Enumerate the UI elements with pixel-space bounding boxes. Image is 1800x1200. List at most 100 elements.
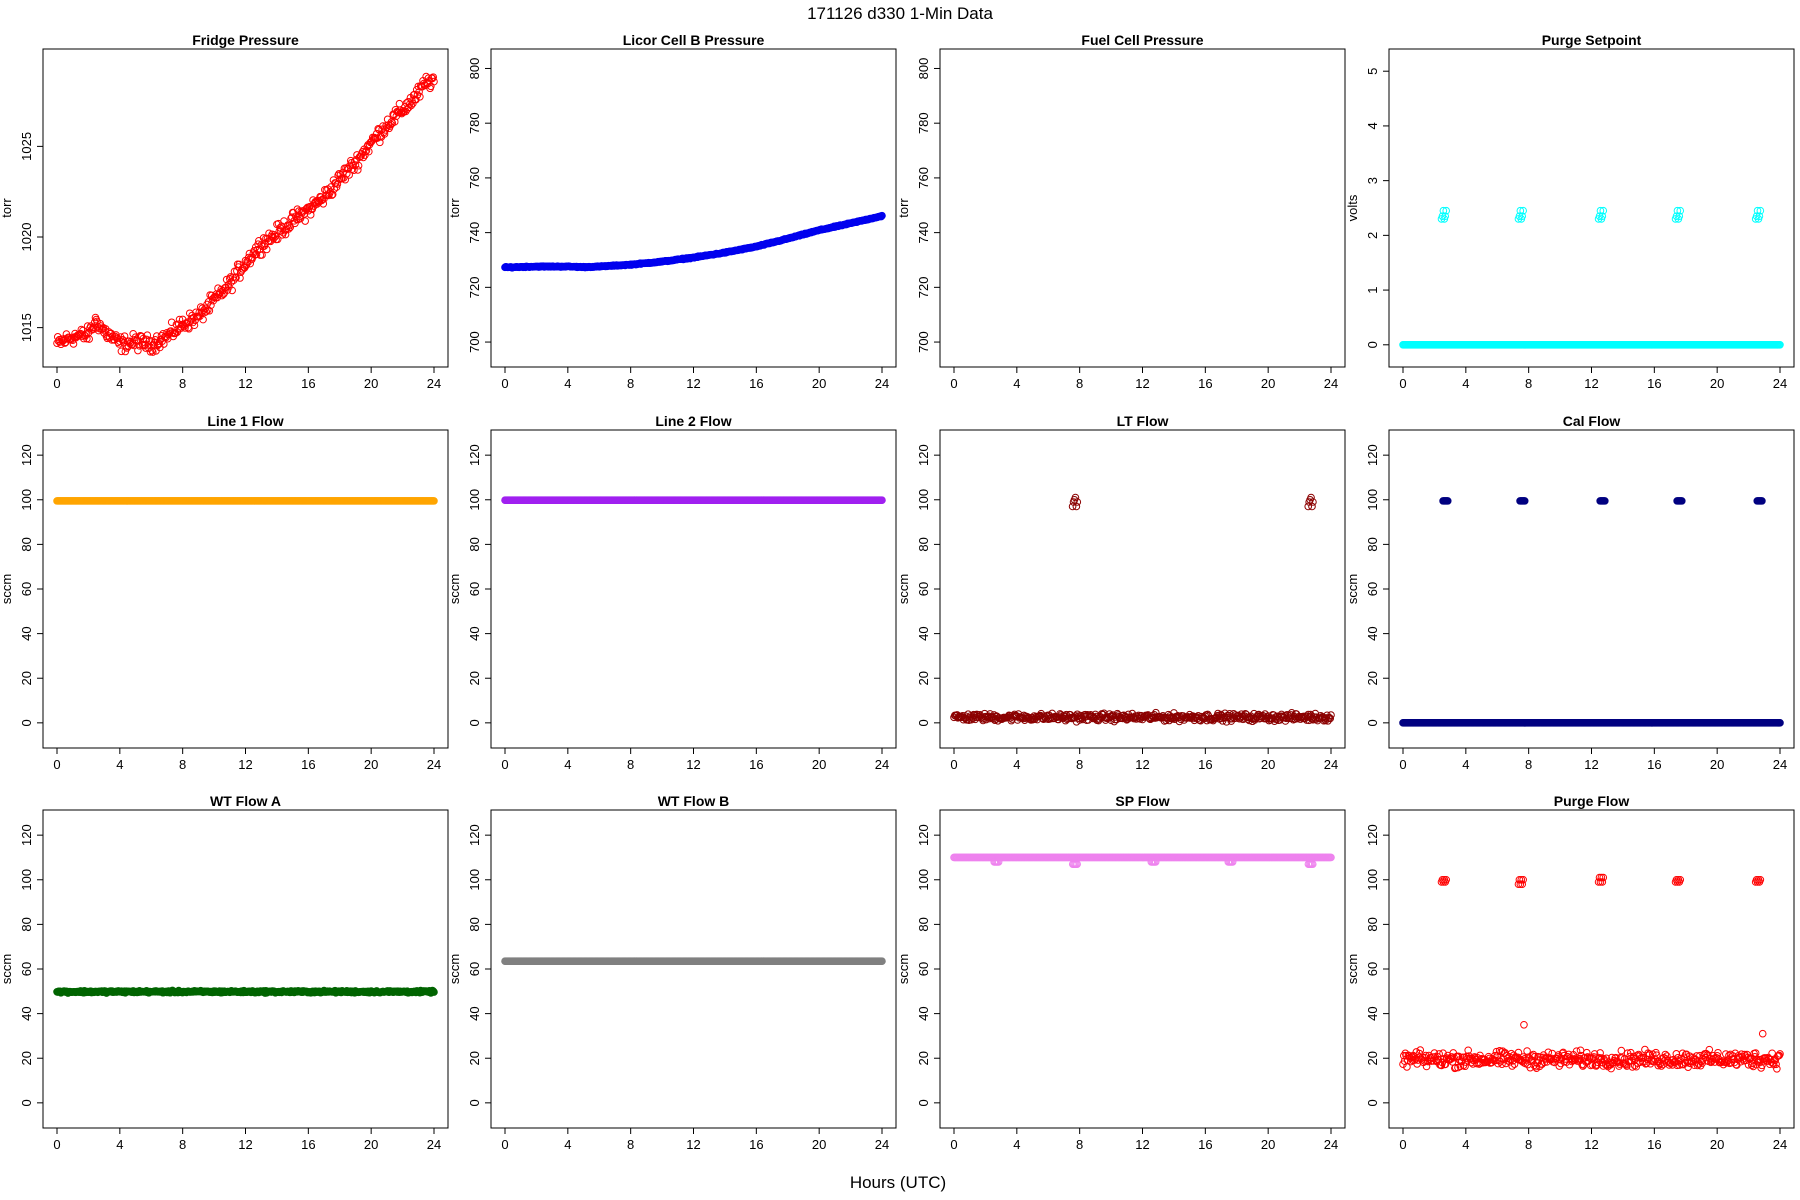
- y-tick-label: 80: [19, 917, 34, 931]
- y-tick-label: 1020: [19, 223, 34, 252]
- x-tick-label: 8: [627, 376, 634, 391]
- y-tick-label: 100: [916, 869, 931, 891]
- y-axis-label: sccm: [0, 954, 14, 984]
- x-tick-label: 12: [686, 1137, 700, 1152]
- data-point: [190, 321, 199, 330]
- data-point: [167, 318, 176, 327]
- data-point: [416, 92, 424, 101]
- y-tick-label: 120: [467, 824, 482, 846]
- x-tick-label: 4: [116, 757, 123, 772]
- data-point: [1443, 497, 1452, 505]
- y-tick-label: 120: [19, 444, 34, 466]
- y-tick-label: 40: [467, 1006, 482, 1020]
- y-tick-label: 700: [916, 331, 931, 353]
- panel-title: Line 2 Flow: [655, 413, 731, 429]
- panel-title: Licor Cell B Pressure: [623, 32, 765, 48]
- data-point: [319, 200, 328, 208]
- series-points: [53, 986, 438, 997]
- y-tick-label: 100: [19, 869, 34, 891]
- data-point: [1520, 497, 1529, 505]
- data-point: [1756, 206, 1765, 215]
- y-tick-label: 760: [467, 167, 482, 189]
- y-tick-label: 120: [916, 824, 931, 846]
- x-tick-label: 8: [627, 757, 634, 772]
- data-point: [1753, 206, 1762, 215]
- series-points: [501, 211, 886, 272]
- data-point: [361, 147, 370, 156]
- x-tick-label: 12: [238, 1137, 252, 1152]
- x-tick-label: 4: [116, 376, 123, 391]
- panel-title: SP Flow: [1115, 793, 1169, 809]
- x-tick-label: 0: [53, 1137, 60, 1152]
- data-point: [281, 230, 290, 239]
- data-point: [199, 315, 207, 324]
- x-tick-label: 8: [179, 1137, 186, 1152]
- data-point: [223, 286, 232, 294]
- data-point: [387, 118, 396, 126]
- x-tick-label: 20: [364, 376, 378, 391]
- y-tick-label: 80: [916, 917, 931, 931]
- panel-title: Fuel Cell Pressure: [1081, 32, 1203, 48]
- data-point: [350, 157, 359, 166]
- data-point: [258, 251, 266, 259]
- data-point: [228, 286, 236, 295]
- data-point: [61, 339, 69, 347]
- y-tick-label: 60: [19, 582, 34, 596]
- data-point: [218, 291, 226, 300]
- x-tick-label: 20: [812, 757, 826, 772]
- data-point: [1599, 206, 1608, 215]
- x-tick-label: 0: [501, 376, 508, 391]
- data-point: [878, 496, 886, 505]
- figure-title: 171126 d330 1-Min Data: [807, 4, 993, 23]
- x-tick-label: 20: [1710, 376, 1724, 391]
- data-point: [351, 161, 360, 169]
- data-point: [1776, 719, 1784, 727]
- x-tick-label: 0: [950, 376, 957, 391]
- y-tick-label: 80: [1365, 537, 1380, 551]
- y-axis-label: sccm: [447, 574, 462, 604]
- y-tick-label: 20: [19, 671, 34, 685]
- data-point: [288, 213, 296, 221]
- y-tick-label: 100: [19, 489, 34, 511]
- x-tick-label: 4: [1013, 376, 1020, 391]
- data-point: [405, 103, 413, 112]
- y-tick-label: 0: [19, 719, 34, 726]
- y-tick-label: 60: [467, 962, 482, 976]
- y-tick-label: 0: [19, 1099, 34, 1106]
- y-tick-label: 60: [916, 962, 931, 976]
- data-point: [1308, 502, 1316, 511]
- y-tick-label: 60: [467, 582, 482, 596]
- y-tick-label: 0: [467, 1099, 482, 1106]
- data-point: [280, 226, 289, 235]
- x-tick-label: 24: [875, 757, 889, 772]
- y-tick-label: 100: [916, 489, 931, 511]
- y-tick-label: 120: [1365, 444, 1380, 466]
- y-tick-label: 700: [467, 331, 482, 353]
- y-tick-label: 40: [916, 626, 931, 640]
- x-tick-label: 16: [749, 376, 763, 391]
- x-tick-label: 12: [686, 757, 700, 772]
- series-points: [950, 493, 1335, 726]
- data-point: [429, 73, 438, 81]
- x-tick-label: 24: [427, 757, 441, 772]
- data-point: [286, 223, 295, 232]
- y-axis-label: torr: [896, 198, 911, 218]
- data-point: [236, 274, 244, 282]
- x-tick-label: 8: [1076, 757, 1083, 772]
- panel-title: Cal Flow: [1563, 413, 1621, 429]
- x-tick-label: 4: [1462, 376, 1469, 391]
- y-tick-label: 1015: [19, 313, 34, 342]
- data-point: [1516, 206, 1525, 215]
- x-tick-label: 16: [301, 376, 315, 391]
- data-point: [142, 335, 151, 344]
- data-point: [1307, 493, 1315, 502]
- x-tick-label: 16: [301, 1137, 315, 1152]
- x-tick-label: 8: [627, 1137, 634, 1152]
- y-tick-label: 20: [916, 671, 931, 685]
- data-point: [1676, 206, 1685, 215]
- x-tick-label: 20: [812, 376, 826, 391]
- x-tick-label: 0: [501, 1137, 508, 1152]
